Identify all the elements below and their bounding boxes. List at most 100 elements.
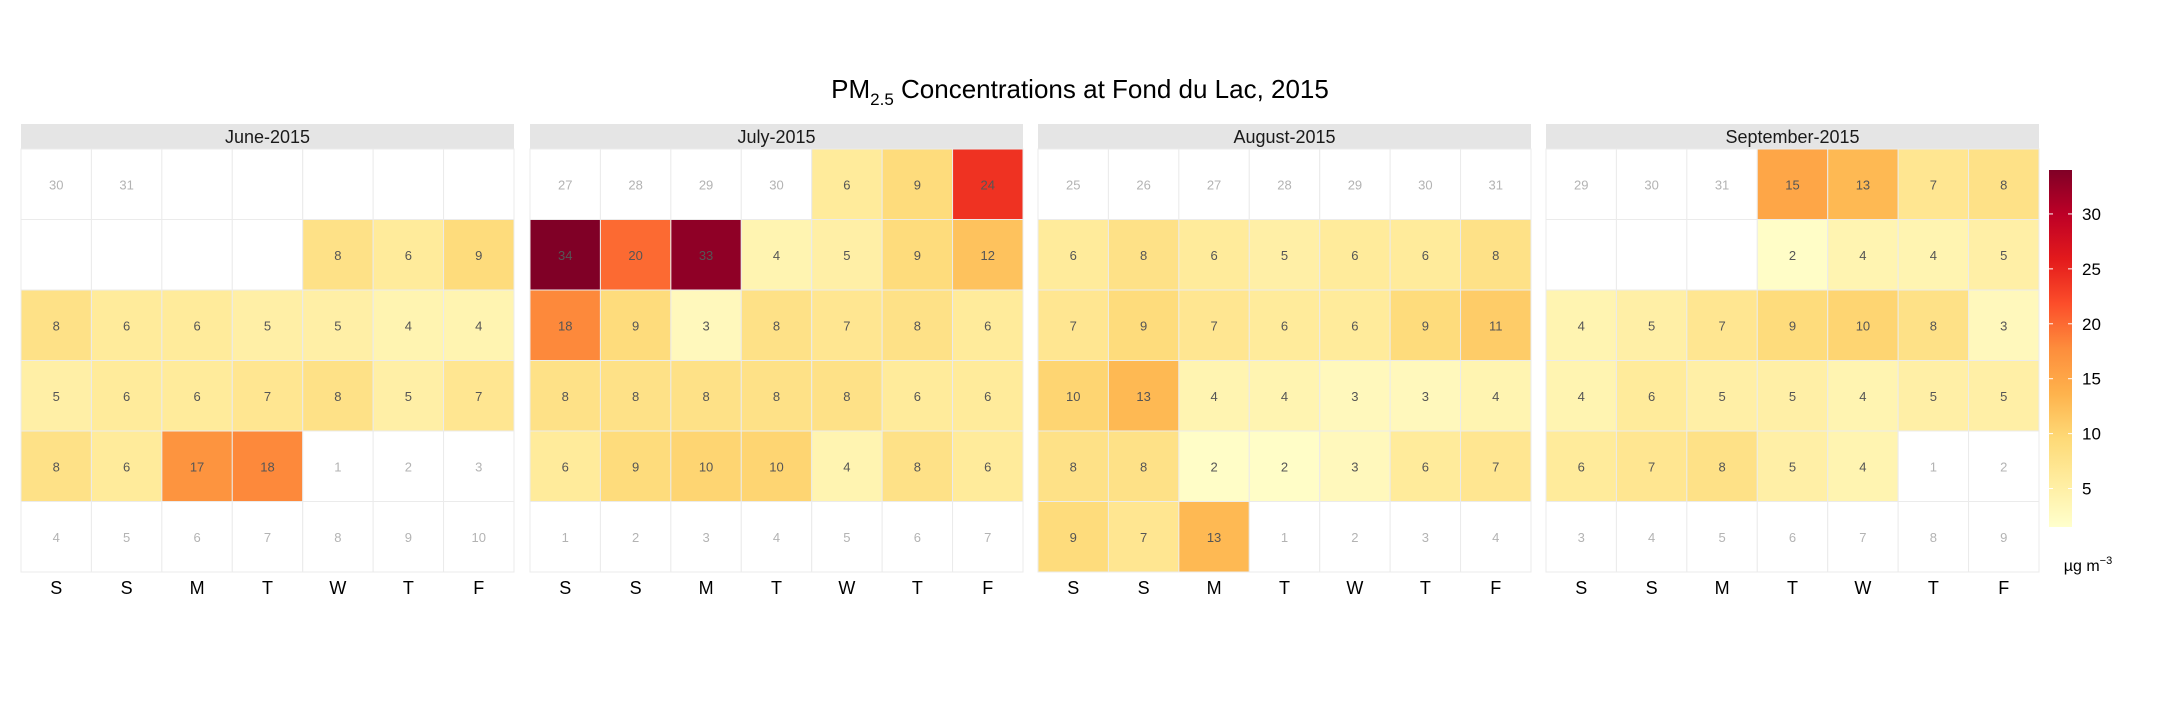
- day-label: 5: [1930, 389, 1937, 404]
- day-cell: [740, 360, 813, 432]
- day-cell: [1827, 430, 1899, 502]
- day-label: 10: [699, 459, 713, 474]
- weekday-label: S: [559, 578, 571, 598]
- day-label: 4: [475, 318, 482, 333]
- day-cell: [443, 501, 515, 573]
- day-cell: [161, 430, 233, 502]
- day-cell: [1615, 219, 1688, 291]
- day-cell: [231, 289, 304, 361]
- day-cell: [231, 430, 304, 502]
- day-label: 3: [1351, 389, 1358, 404]
- day-cell: [1178, 501, 1250, 573]
- day-cell: [1545, 501, 1617, 573]
- day-cell: [1107, 360, 1180, 432]
- day-cell: [1827, 289, 1899, 361]
- day-cell: [1319, 360, 1391, 432]
- weekday-label: T: [262, 578, 273, 598]
- month-label: June-2015: [225, 127, 310, 147]
- day-label: 6: [984, 459, 991, 474]
- day-label: 6: [984, 389, 991, 404]
- month-strip: [530, 124, 1023, 149]
- day-cell: [1389, 148, 1462, 220]
- day-label: 6: [1070, 248, 1077, 263]
- day-label: 11: [1489, 318, 1503, 333]
- day-cell: [302, 360, 374, 432]
- day-cell: [231, 219, 304, 291]
- day-label: 3: [475, 459, 482, 474]
- day-cell: [670, 501, 742, 573]
- day-cell: [1389, 289, 1462, 361]
- day-label: 4: [773, 248, 780, 263]
- day-label: 18: [260, 459, 274, 474]
- day-cell: [1248, 360, 1321, 432]
- day-label: 2: [632, 530, 639, 545]
- day-cell: [740, 289, 813, 361]
- day-label: 8: [334, 389, 341, 404]
- day-cell: [161, 289, 233, 361]
- day-label: 31: [1489, 177, 1503, 192]
- chart-title-subscript: 2.5: [870, 90, 894, 109]
- day-label: 8: [843, 389, 850, 404]
- day-label: 6: [984, 318, 991, 333]
- day-cell: [302, 430, 374, 502]
- day-cell: [1107, 430, 1180, 502]
- day-label: 6: [1648, 389, 1655, 404]
- day-label: 6: [1578, 459, 1585, 474]
- day-cell: [1248, 219, 1321, 291]
- day-cell: [1756, 430, 1829, 502]
- day-label: 6: [1422, 248, 1429, 263]
- day-label: 12: [981, 248, 995, 263]
- day-cell: [740, 501, 813, 573]
- day-cell: [670, 360, 742, 432]
- day-cell: [231, 360, 304, 432]
- legend-tick-label: 25: [2082, 260, 2101, 279]
- day-cell: [231, 501, 304, 573]
- legend-unit-main: µg m: [2064, 558, 2100, 575]
- day-cell: [90, 148, 163, 220]
- day-cell: [811, 148, 883, 220]
- weekday-label: S: [1646, 578, 1658, 598]
- day-label: 8: [1140, 459, 1147, 474]
- day-label: 30: [49, 177, 63, 192]
- day-cell: [90, 219, 163, 291]
- month-strip: [1546, 124, 2039, 149]
- day-cell: [443, 148, 515, 220]
- chart-title-rest: Concentrations at Fond du Lac, 2015: [894, 74, 1329, 104]
- day-label: 6: [193, 318, 200, 333]
- weekday-label: M: [1715, 578, 1730, 598]
- day-label: 28: [628, 177, 642, 192]
- day-cell: [1460, 289, 1532, 361]
- day-label: 8: [1718, 459, 1725, 474]
- day-label: 28: [1277, 177, 1291, 192]
- weekday-label: W: [838, 578, 855, 598]
- day-label: 2: [1281, 459, 1288, 474]
- day-label: 13: [1136, 389, 1150, 404]
- day-cell: [1319, 219, 1391, 291]
- day-label: 6: [914, 389, 921, 404]
- day-label: 1: [562, 530, 569, 545]
- day-label: 2: [1210, 459, 1217, 474]
- day-label: 10: [769, 459, 783, 474]
- day-label: 7: [984, 530, 991, 545]
- day-label: 34: [558, 248, 572, 263]
- day-cell: [811, 289, 883, 361]
- day-cell: [1178, 148, 1250, 220]
- day-cell: [1037, 360, 1109, 432]
- day-label: 6: [1789, 530, 1796, 545]
- day-label: 30: [1644, 177, 1658, 192]
- day-cell: [1686, 360, 1758, 432]
- day-label: 24: [981, 177, 995, 192]
- day-cell: [302, 219, 374, 291]
- day-cell: [1248, 289, 1321, 361]
- day-label: 6: [1351, 248, 1358, 263]
- day-cell: [1319, 289, 1391, 361]
- day-cell: [372, 430, 445, 502]
- legend-tick-label: 10: [2082, 425, 2101, 444]
- day-label: 8: [1140, 248, 1147, 263]
- day-label: 27: [558, 177, 572, 192]
- legend-tick-label: 30: [2082, 205, 2101, 224]
- day-label: 5: [1718, 530, 1725, 545]
- day-label: 8: [632, 389, 639, 404]
- day-cell: [952, 430, 1024, 502]
